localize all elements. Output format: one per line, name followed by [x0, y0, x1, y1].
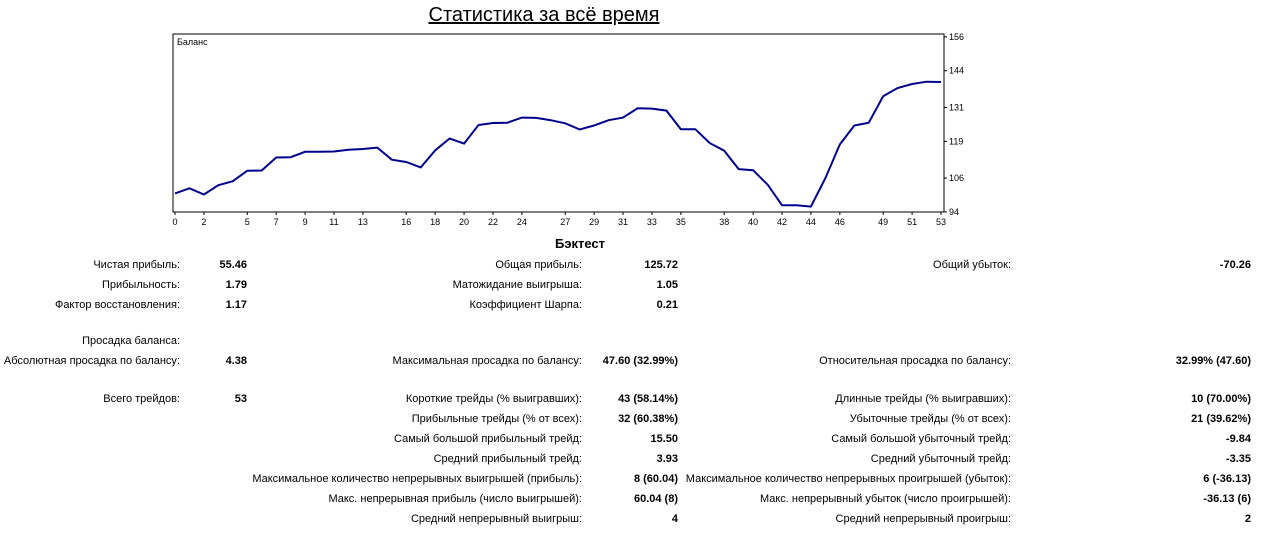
x-tick-label: 16 [401, 217, 411, 227]
y-tick-label: 106 [949, 173, 964, 183]
stat-label: Общий убыток: [933, 259, 1011, 271]
stat-value: 3.93 [656, 453, 678, 465]
stat-label: Самый большой прибыльный трейд: [394, 433, 582, 445]
chart-legend: Баланс [177, 37, 208, 47]
x-tick-label: 49 [878, 217, 888, 227]
stat-label: Относительная просадка по балансу: [819, 355, 1011, 367]
stat-value: 15.50 [650, 433, 678, 445]
stat-value: 4 [671, 513, 678, 525]
x-tick-label: 5 [245, 217, 250, 227]
stat-value: 47.60 (32.99%) [602, 355, 678, 367]
balance-series-line [174, 80, 942, 208]
stat-label: Убыточные трейды (% от всех): [849, 413, 1011, 425]
x-tick-label: 33 [647, 217, 657, 227]
stat-label: Всего трейдов: [103, 393, 180, 405]
stat-value: -3.35 [1225, 453, 1251, 465]
x-tick-label: 7 [274, 217, 279, 227]
stat-label: Просадка баланса: [82, 335, 180, 347]
stat-value: 32 (60.38%) [618, 413, 678, 425]
stat-label: Средний непрерывный проигрыш: [835, 513, 1011, 525]
stat-value: 1.17 [225, 299, 247, 311]
x-tick-label: 0 [172, 217, 177, 227]
x-tick-label: 18 [430, 217, 440, 227]
stat-value: 0.21 [656, 299, 678, 311]
stat-value: 6 (-36.13) [1203, 473, 1251, 485]
stat-label: Прибыльность: [101, 279, 180, 291]
y-tick-label: 156 [949, 32, 964, 42]
y-tick-label: 144 [949, 66, 964, 76]
x-tick-label: 22 [488, 217, 498, 227]
stat-label: Абсолютная просадка по балансу: [3, 355, 180, 367]
stat-label: Прибыльные трейды (% от всех): [411, 413, 582, 425]
stat-label: Средний убыточный трейд: [870, 453, 1011, 465]
x-tick-label: 40 [748, 217, 758, 227]
stat-value: 55.46 [219, 259, 247, 271]
x-tick-label: 11 [329, 217, 338, 227]
x-tick-label: 35 [676, 217, 686, 227]
stat-value: 2 [1244, 513, 1251, 525]
x-tick-label: 13 [358, 217, 368, 227]
x-tick-label: 29 [589, 217, 599, 227]
stat-value: 125.72 [644, 259, 678, 271]
section-title: Бэктест [554, 236, 606, 251]
x-tick-label: 20 [459, 217, 469, 227]
stat-value: 60.04 (8) [633, 493, 678, 505]
stat-value: 53 [234, 393, 247, 405]
stat-value: 1.05 [656, 279, 678, 291]
y-tick-label: 94 [949, 207, 959, 217]
x-tick-label: 42 [777, 217, 787, 227]
stat-value: -36.13 (6) [1203, 493, 1251, 505]
stat-value: 32.99% (47.60) [1175, 355, 1251, 367]
stat-label: Длинные трейды (% выигравших): [835, 393, 1011, 405]
stat-value: -70.26 [1219, 259, 1251, 271]
x-tick-label: 44 [806, 217, 816, 227]
stat-value: 8 (60.04) [633, 473, 678, 485]
page-title: Статистика за всё время [428, 4, 660, 26]
balance-chart: Баланс 0 2 5 7 9 11 13 16 18 20 22 24 27 29 31 33 35 38 40… [172, 32, 964, 227]
stat-label: Коэффициент Шарпа: [469, 299, 582, 311]
stat-label: Макс. непрерывная прибыль (число выигрыш… [328, 493, 582, 505]
x-tick-label: 24 [517, 217, 527, 227]
x-tick-label: 27 [560, 217, 570, 227]
y-tick-label: 119 [949, 136, 963, 146]
x-tick-label: 31 [618, 217, 628, 227]
x-tick-label: 2 [201, 217, 206, 227]
x-tick-label: 53 [936, 217, 946, 227]
chart-frame [172, 33, 945, 213]
stat-value: 10 (70.00%) [1191, 393, 1251, 405]
stat-label: Максимальная просадка по балансу: [392, 355, 582, 367]
stat-label: Самый большой убыточный трейд: [831, 433, 1011, 445]
stat-value: 43 (58.14%) [618, 393, 678, 405]
stat-label: Средний прибыльный трейд: [433, 453, 582, 465]
x-tick-label: 9 [303, 217, 308, 227]
y-tick-label: 131 [949, 102, 964, 112]
x-tick-label: 46 [835, 217, 845, 227]
stat-value: 1.79 [225, 279, 247, 291]
x-tick-label: 38 [719, 217, 729, 227]
stat-label: Матожидание выигрыша: [452, 279, 582, 291]
stat-label: Фактор восстановления: [54, 299, 180, 311]
stat-label: Макс. непрерывный убыток (число проигрыш… [759, 493, 1011, 505]
stat-label: Чистая прибыль: [93, 259, 180, 271]
stat-label: Максимальное количество непрерывных выиг… [252, 473, 582, 485]
x-tick-label: 51 [907, 217, 917, 227]
stat-label: Средний непрерывный выигрыш: [410, 513, 582, 525]
stat-label: Общая прибыль: [495, 259, 582, 271]
stat-label: Максимальное количество непрерывных прои… [685, 473, 1011, 485]
stat-value: 21 (39.62%) [1191, 413, 1251, 425]
stat-value: 4.38 [225, 355, 247, 367]
stat-value: -9.84 [1225, 433, 1251, 445]
stat-label: Короткие трейды (% выигравших): [405, 393, 582, 405]
